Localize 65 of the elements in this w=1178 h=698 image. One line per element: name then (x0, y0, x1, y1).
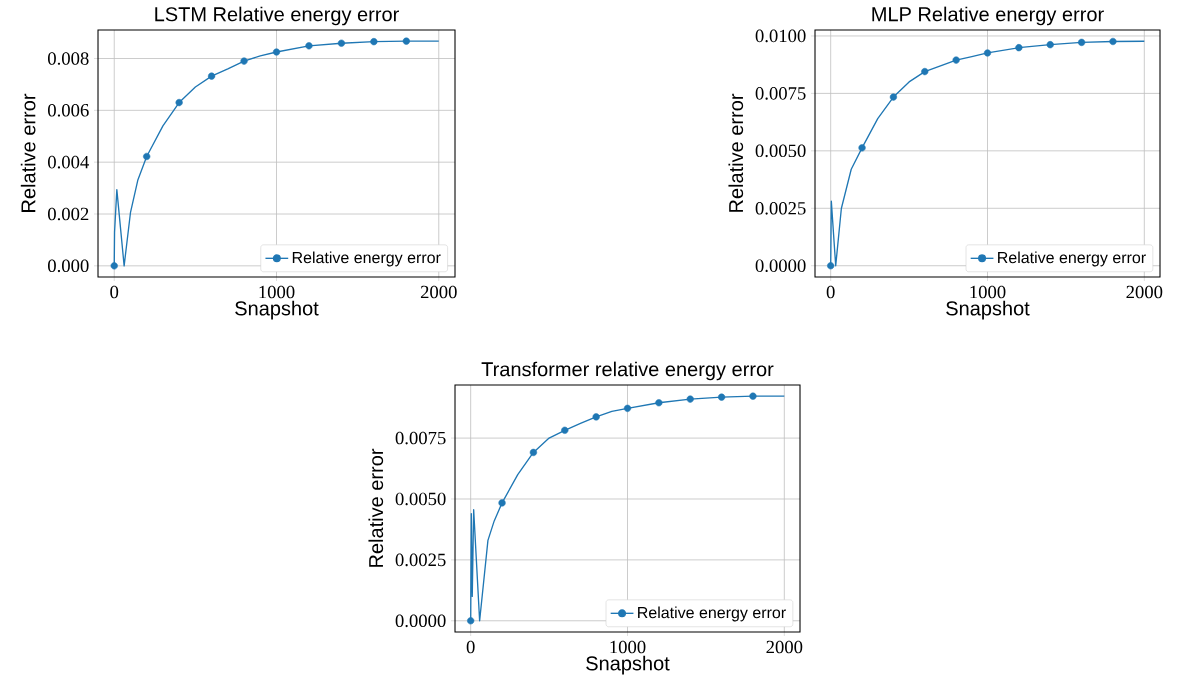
point (110, 262, 118, 270)
point (175, 98, 183, 107)
point (1046, 41, 1054, 49)
point (889, 93, 898, 101)
y-tick-label: 0.0050 (395, 492, 446, 506)
y-tick-label: 0.006 (48, 103, 89, 117)
point (592, 413, 600, 421)
point (827, 262, 835, 270)
y-tick-label: 0.002 (48, 207, 89, 221)
point (655, 399, 663, 407)
y-tick-label: 0.0050 (755, 144, 806, 158)
point (337, 39, 346, 47)
y-axis-title: Relative error (368, 448, 384, 567)
x-tick-label: 0 (466, 640, 475, 654)
y-tick-label: 0.0025 (395, 553, 446, 567)
point (686, 395, 694, 403)
point (272, 48, 281, 56)
point (370, 38, 378, 46)
x-tick-label: 1000 (610, 640, 646, 654)
y-tick-label: 0.0075 (755, 87, 806, 100)
x-tick-label: 2000 (1126, 285, 1163, 299)
point (402, 37, 410, 45)
point (1109, 37, 1117, 46)
x-axis-title: Snapshot (586, 655, 670, 675)
y-tick-label: 0.0000 (755, 259, 806, 273)
point (305, 42, 313, 50)
chart-title: LSTM Relative energy error (155, 6, 399, 26)
point (983, 49, 992, 57)
x-tick-label: 1000 (259, 285, 295, 299)
point (207, 72, 216, 80)
point (921, 67, 929, 76)
point (717, 393, 726, 401)
x-tick-label: 2000 (420, 285, 457, 299)
chart-title: Transformer relative energy error (481, 361, 774, 381)
y-tick-label: 0.0075 (395, 431, 446, 445)
point (952, 56, 960, 64)
x-tick-label: 1000 (970, 285, 1006, 299)
y-axis-title: Relative error (20, 93, 36, 212)
legend-label: Relative energy error (292, 251, 441, 267)
x-tick-label: 2000 (766, 640, 803, 654)
x-axis-title: Snapshot (946, 300, 1030, 320)
point (467, 617, 475, 625)
point (529, 448, 538, 457)
y-tick-label: 0.0100 (755, 29, 806, 43)
x-axis-title: Snapshot (235, 300, 319, 320)
y-axis-title: Relative error (728, 93, 744, 212)
legend-label: Relative energy error (638, 606, 786, 622)
point (623, 404, 632, 412)
point (749, 392, 757, 400)
chart-title: MLP Relative energy error (872, 6, 1104, 26)
y-tick-label: 0.0000 (395, 614, 446, 628)
legend-label: Relative energy error (998, 251, 1146, 267)
x-tick-label: 0 (826, 285, 835, 299)
y-tick-label: 0.004 (48, 155, 90, 169)
y-tick-label: 0.0025 (755, 201, 806, 215)
point (561, 426, 569, 434)
point (143, 152, 151, 161)
y-tick-label: 0.008 (48, 52, 89, 65)
point (240, 57, 248, 65)
y-tick-label: 0.000 (48, 259, 89, 273)
point (858, 144, 866, 152)
point (1015, 44, 1023, 52)
point (1077, 38, 1086, 46)
x-tick-label: 0 (110, 285, 119, 299)
point (498, 499, 506, 507)
